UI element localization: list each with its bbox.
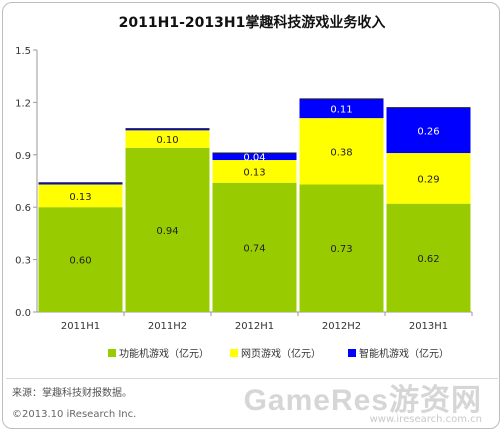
bar-segment xyxy=(299,98,384,119)
data-label: 0.11 xyxy=(330,105,352,116)
x-tick-label: 2011H2 xyxy=(148,321,187,332)
x-tick-label: 2011H1 xyxy=(61,321,100,332)
watermark: GameRes游资网 www.iresearch.com.cn xyxy=(243,384,482,426)
legend-swatch xyxy=(230,349,238,357)
bar-segment xyxy=(125,130,210,148)
data-label: 0.38 xyxy=(330,147,352,158)
data-label: 0.60 xyxy=(69,256,91,267)
bar-segment xyxy=(212,182,297,312)
data-label: 0.94 xyxy=(156,226,178,237)
copyright-note: ©2013.10 iResearch Inc. xyxy=(12,409,137,420)
data-label: 0.26 xyxy=(417,126,439,137)
y-tick-label: 0.9 xyxy=(15,151,31,162)
x-tick-label: 2012H1 xyxy=(235,321,274,332)
chart-title: 2011H1-2013H1掌趣科技游戏业务收入 xyxy=(119,14,386,31)
data-label: 0.29 xyxy=(417,174,439,185)
x-tick-label: 2013H1 xyxy=(409,321,448,332)
data-label: 0.13 xyxy=(69,192,91,203)
bar-segment xyxy=(299,184,384,312)
bar-segment xyxy=(299,118,384,185)
bar-segment xyxy=(212,160,297,183)
data-label: 0.73 xyxy=(330,244,352,255)
y-tick-label: 1.2 xyxy=(15,98,31,109)
bar-segment xyxy=(38,182,123,185)
x-tick-label: 2012H2 xyxy=(322,321,361,332)
y-tick-label: 0.3 xyxy=(15,256,31,267)
data-label: 0.13 xyxy=(243,167,265,178)
legend-label: 网页游戏（亿元） xyxy=(241,347,321,360)
bar-segment xyxy=(212,153,297,161)
data-label: 0.10 xyxy=(156,135,178,146)
data-label: 0.62 xyxy=(417,254,439,265)
data-label: 0.74 xyxy=(243,243,265,254)
data-label: 0.04 xyxy=(243,153,265,164)
y-tick-label: 1.5 xyxy=(15,46,31,57)
source-note: 来源：掌趣科技财报数据。 xyxy=(12,388,132,399)
footer-divider xyxy=(6,378,498,379)
y-tick-label: 0.6 xyxy=(15,203,31,214)
legend-swatch xyxy=(348,349,356,357)
legend-label: 功能机游戏（亿元） xyxy=(119,347,209,360)
bar-segment xyxy=(38,184,123,208)
bar-segment xyxy=(386,107,471,154)
bar-segment xyxy=(386,203,471,312)
watermark-text: GameRes游资网 xyxy=(243,384,482,417)
legend-label: 智能机游戏（亿元） xyxy=(359,347,449,360)
bar-segment xyxy=(125,147,210,312)
bar-segment xyxy=(386,153,471,204)
watermark-url: www.iresearch.com.cn xyxy=(369,414,482,425)
bar-segment xyxy=(125,128,210,131)
y-tick-label: 0.0 xyxy=(15,308,31,319)
legend-swatch xyxy=(108,349,116,357)
bar-segment xyxy=(38,207,123,312)
